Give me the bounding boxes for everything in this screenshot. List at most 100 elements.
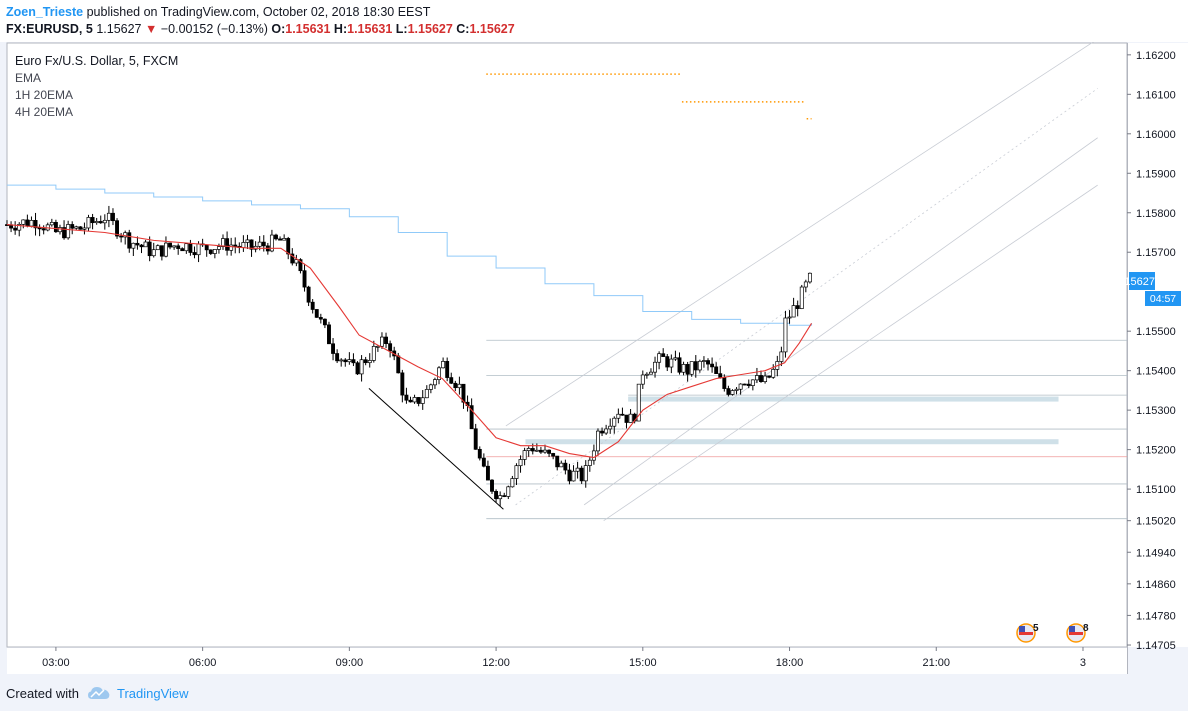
candle-body <box>404 394 409 401</box>
candle-body <box>551 453 556 457</box>
candle-body <box>771 369 776 378</box>
candle-body <box>396 355 401 374</box>
support-zones <box>525 396 1059 445</box>
tradingview-link[interactable]: TradingView <box>117 686 189 701</box>
candle-body <box>119 235 124 238</box>
candle-body <box>803 281 808 288</box>
x-tick-label: 21:00 <box>922 657 950 669</box>
close-label: C: <box>456 22 470 36</box>
candle-body <box>791 305 796 318</box>
candle-body <box>58 227 62 233</box>
flag-canton <box>1069 626 1075 632</box>
candle-body <box>176 245 181 249</box>
event-badge-1[interactable]: 5 <box>1016 623 1039 643</box>
candle-body <box>494 491 499 500</box>
candle-body <box>41 228 46 231</box>
zone-bar <box>628 396 1059 402</box>
candle-body <box>649 371 653 375</box>
event-badge-2[interactable]: 8 <box>1066 623 1089 643</box>
candle-body <box>294 259 299 264</box>
y-tick-label: 1.15020 <box>1136 516 1176 528</box>
candle-body <box>526 448 531 451</box>
candle-body <box>151 249 156 257</box>
price-chart[interactable]: 1.16200 1.16100 1.16000 1.15900 1.15800 1.157… <box>0 42 1188 674</box>
candle-body <box>233 244 238 247</box>
candle-body <box>70 224 75 229</box>
candle-body <box>302 270 307 288</box>
candle-body <box>143 241 148 248</box>
candle-body <box>669 358 674 368</box>
candle-body <box>159 245 164 257</box>
y-tick-label: 1.16100 <box>1136 89 1176 101</box>
candle-body <box>245 239 250 243</box>
candle-body <box>17 224 22 231</box>
candle-body <box>184 243 189 252</box>
y-tick-label: 1.15500 <box>1136 326 1176 338</box>
close-value: 1.15627 <box>469 22 515 36</box>
legend-4h-ema[interactable]: 4H 20EMA <box>15 105 73 119</box>
candle-body <box>767 375 772 378</box>
channel-line <box>583 137 1098 506</box>
candle-body <box>783 317 788 353</box>
candle-body <box>644 373 649 376</box>
candle-body <box>278 238 283 241</box>
y-tick-label: 1.15300 <box>1136 405 1176 417</box>
candle-body <box>555 455 560 468</box>
candle-body <box>469 405 474 430</box>
candle-body <box>726 388 731 395</box>
candle-body <box>29 220 34 227</box>
y-tick-label: 1.15800 <box>1136 208 1176 220</box>
channel-line <box>603 184 1098 522</box>
candle-body <box>384 336 388 344</box>
candle-body <box>481 457 486 467</box>
price-tag: 1.15627 04:57 <box>1115 272 1181 306</box>
x-tick-label: 12:00 <box>482 657 510 669</box>
candle-body <box>388 343 393 352</box>
down-arrow-icon: ▼ <box>144 22 158 36</box>
legend-ema[interactable]: EMA <box>15 71 41 85</box>
candle-body <box>596 430 600 452</box>
candle-body <box>432 379 437 386</box>
y-tick-label: 1.14940 <box>1136 547 1176 559</box>
candle-body <box>37 227 42 230</box>
author-link[interactable]: Zoen_Trieste <box>6 5 84 19</box>
candle-body <box>355 362 360 375</box>
candle-body <box>135 242 140 246</box>
x-tick-label: 18:00 <box>776 657 804 669</box>
candle-body <box>286 238 291 255</box>
candle-body <box>115 220 119 237</box>
candle-body <box>139 244 144 248</box>
candle-body <box>229 244 234 251</box>
candle-body <box>343 359 348 363</box>
candle-body <box>502 495 507 497</box>
candle-body <box>445 361 450 378</box>
candle-body <box>359 359 364 375</box>
y-tick-label: 1.15200 <box>1136 445 1176 457</box>
candle-body <box>518 459 523 467</box>
candle-body <box>155 245 160 251</box>
candle-body <box>600 430 605 434</box>
candle-body <box>697 360 702 371</box>
time-scale[interactable] <box>7 648 1127 674</box>
candle-body <box>367 360 372 364</box>
candle-body <box>661 353 666 357</box>
legend-1h-ema[interactable]: 1H 20EMA <box>15 88 73 102</box>
candle-body <box>106 212 111 221</box>
candle-body <box>579 467 584 482</box>
candle-body <box>290 253 295 264</box>
price-scale[interactable] <box>1128 43 1188 647</box>
footer: Created with TradingView <box>0 674 1188 711</box>
x-tick-label: 3 <box>1080 657 1086 669</box>
candle-body <box>453 382 458 389</box>
candle-body <box>640 374 645 385</box>
candle-body <box>298 259 303 272</box>
ema-4h-line <box>7 184 813 326</box>
candle-body <box>657 353 662 363</box>
candle-body <box>90 217 95 224</box>
candle-body <box>314 309 319 318</box>
candle-body <box>636 383 641 422</box>
candle-body <box>710 363 715 368</box>
candle-body <box>322 318 327 326</box>
candle-body <box>241 242 246 248</box>
candle-body <box>575 467 580 472</box>
